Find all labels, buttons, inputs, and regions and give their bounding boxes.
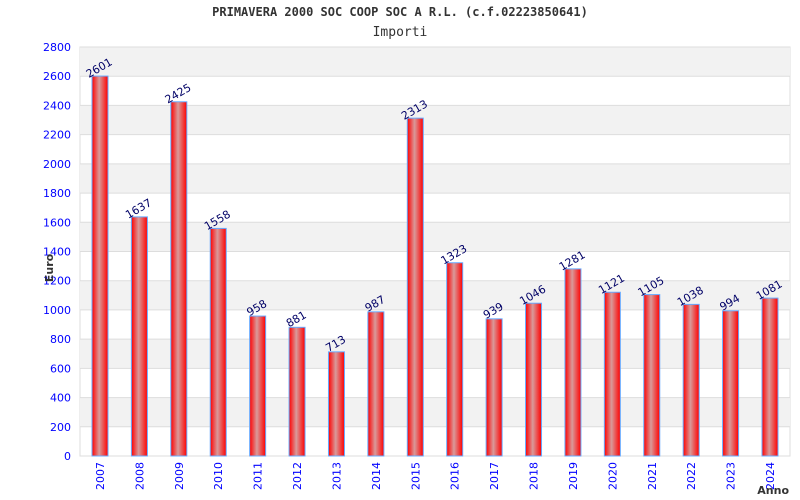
x-tick-label: 2019 [567, 462, 580, 490]
x-tick-label: 2012 [291, 462, 304, 490]
bar [406, 117, 424, 457]
x-tick-label: 2022 [685, 462, 698, 490]
grid-band [80, 47, 790, 77]
y-tick-label: 0 [64, 450, 71, 463]
x-tick-label: 2021 [646, 462, 659, 490]
y-tick-label: 2400 [43, 99, 71, 112]
x-tick-label: 2010 [212, 462, 225, 490]
y-tick-label: 2000 [43, 158, 71, 171]
x-tick-label: 2024 [764, 462, 777, 490]
x-tick-label: 2011 [252, 462, 265, 490]
grid-band [80, 222, 790, 252]
y-axis-label: Euro [43, 253, 56, 282]
bar [249, 315, 267, 457]
bar [643, 294, 661, 457]
x-tick-label: 2023 [725, 462, 738, 490]
x-axis-label: Anno [757, 484, 789, 497]
x-tick-label: 2007 [94, 462, 107, 490]
grid-band [80, 280, 790, 310]
chart-subtitle: Importi [372, 25, 428, 40]
grid-band [80, 163, 790, 194]
y-tick-label: 2600 [43, 70, 71, 83]
y-tick-label: 1600 [43, 216, 71, 229]
bar [761, 297, 779, 457]
bar [485, 318, 503, 457]
bar [367, 311, 385, 457]
bar [446, 262, 464, 457]
bar [564, 268, 582, 457]
y-tick-label: 800 [50, 333, 71, 346]
x-tick-label: 2009 [173, 462, 186, 490]
bar [327, 351, 345, 457]
y-tick-label: 1200 [43, 275, 71, 288]
x-tick-label: 2018 [528, 462, 541, 490]
y-tick-label: 2200 [43, 129, 71, 142]
x-tick-label: 2017 [488, 462, 501, 490]
x-tick-label: 2020 [606, 462, 619, 490]
x-tick-label: 2015 [409, 462, 422, 490]
y-tick-label: 1000 [43, 304, 71, 317]
x-tick-label: 2014 [370, 462, 383, 490]
x-tick-label: 2008 [133, 462, 146, 490]
x-tick-label: 2013 [330, 462, 343, 490]
y-tick-label: 1800 [43, 187, 71, 200]
bar [91, 75, 109, 457]
chart-title: PRIMAVERA 2000 SOC COOP SOC A R.L. (c.f.… [212, 5, 588, 19]
bar [288, 326, 306, 457]
y-tick-label: 400 [50, 392, 71, 405]
y-tick-label: 600 [50, 362, 71, 375]
bar [209, 227, 227, 457]
bar [130, 216, 148, 457]
y-tick-label: 2800 [43, 41, 71, 54]
bar [170, 101, 188, 457]
grid-band [80, 339, 790, 369]
grid-band [80, 397, 790, 427]
bar [722, 310, 740, 457]
grid-band [80, 105, 790, 135]
bar [525, 302, 543, 457]
y-tick-label: 200 [50, 421, 71, 434]
y-tick-label: 1400 [43, 246, 71, 259]
x-tick-label: 2016 [449, 462, 462, 490]
bar [682, 303, 700, 457]
bar [603, 291, 621, 457]
